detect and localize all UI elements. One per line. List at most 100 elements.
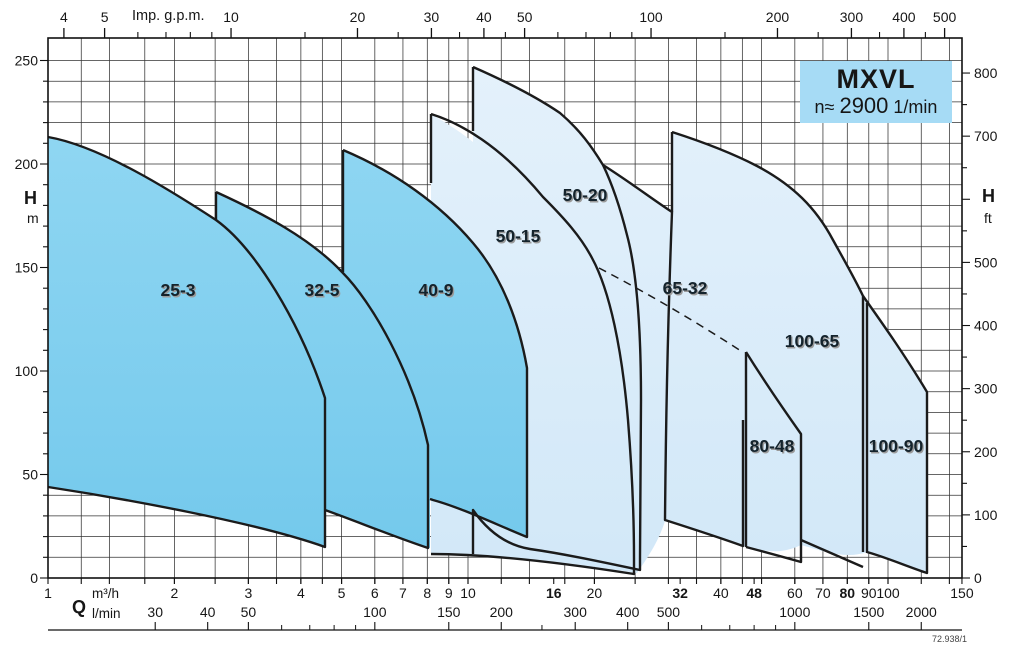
svg-text:200: 200 (974, 444, 998, 460)
pump-series-name: MXVL (836, 64, 916, 94)
left-axis-title: H (24, 188, 37, 208)
svg-text:100: 100 (876, 585, 900, 601)
svg-text:50-20: 50-20 (564, 186, 609, 206)
region-label-50-15: 50-15 (496, 226, 541, 246)
svg-text:200: 200 (15, 156, 39, 172)
svg-text:48: 48 (746, 585, 762, 601)
svg-text:4: 4 (297, 585, 305, 601)
envelope-65-32 (602, 163, 745, 548)
svg-text:100: 100 (974, 507, 998, 523)
envelope-100-65 (800, 538, 864, 569)
svg-text:30: 30 (147, 604, 163, 620)
speed-unit: 1/min (893, 97, 938, 117)
svg-text:40: 40 (713, 585, 729, 601)
title-box: MXVL n≈ 2900 1/min (800, 61, 952, 123)
svg-text:1: 1 (44, 585, 52, 601)
speed-prefix: n≈ (814, 97, 835, 117)
svg-text:700: 700 (974, 128, 998, 144)
left-axis-unit: m (27, 210, 39, 226)
right-axis-unit: ft (984, 210, 992, 226)
svg-text:250: 250 (15, 53, 39, 69)
svg-text:65-32: 65-32 (664, 279, 709, 299)
svg-text:60: 60 (787, 585, 803, 601)
svg-text:0: 0 (974, 570, 982, 586)
speed-value: 2900 (839, 93, 889, 118)
top-axis-unit-label: Imp. g.p.m. (132, 8, 205, 24)
right-axis: 0 100 200 300 400 500 700 800 (962, 65, 998, 586)
region-boundaries (47, 65, 929, 576)
svg-text:300: 300 (974, 381, 998, 397)
svg-text:150: 150 (950, 585, 974, 601)
svg-text:40: 40 (476, 9, 492, 25)
svg-text:100-90: 100-90 (870, 437, 925, 457)
svg-text:1000: 1000 (779, 604, 810, 620)
svg-text:1500: 1500 (853, 604, 884, 620)
region-label-100-90: 100-90 (869, 436, 924, 456)
envelope-25-3 (47, 135, 327, 549)
region-labels: 100-90100-90100-65100-6580-4880-4865-326… (160, 185, 924, 457)
left-axis: 0 50 100 150 200 250 (15, 53, 48, 586)
region-label-80-48: 80-48 (750, 436, 795, 456)
svg-text:90: 90 (861, 585, 877, 601)
flow-axis-title: Q (72, 597, 87, 617)
svg-text:150: 150 (437, 604, 461, 620)
svg-text:2000: 2000 (906, 604, 937, 620)
envelope-100-65 (671, 130, 865, 552)
svg-text:4: 4 (60, 9, 68, 25)
envelope-50-15 (430, 112, 636, 576)
svg-text:100-65: 100-65 (786, 332, 841, 352)
svg-text:3: 3 (244, 585, 252, 601)
svg-text:400: 400 (974, 318, 998, 334)
svg-text:50: 50 (517, 9, 533, 25)
svg-text:5: 5 (101, 9, 109, 25)
bottom-axis-m3h: 1 2 3 4 5 6 7 8 9 10 16 20 32 40 48 60 70 80 90 100 150 (44, 578, 974, 601)
svg-text:30: 30 (424, 9, 440, 25)
region-label-40-9: 40-9 (418, 280, 453, 300)
region-label-25-3: 25-3 (160, 280, 195, 300)
svg-text:6: 6 (371, 585, 379, 601)
svg-text:80-48: 80-48 (751, 437, 796, 457)
svg-text:40: 40 (200, 604, 216, 620)
svg-text:10: 10 (223, 9, 239, 25)
envelope-40-9 (342, 148, 529, 539)
svg-text:8: 8 (423, 585, 431, 601)
region-label-32-5: 32-5 (304, 280, 339, 300)
top-axis: 4 5 10 20 30 40 50 100 200 300 400 500 (60, 9, 956, 38)
region-label-100-65: 100-65 (785, 331, 840, 351)
svg-text:80: 80 (840, 585, 856, 601)
envelope-100-90 (862, 295, 929, 575)
svg-text:2: 2 (171, 585, 179, 601)
region-label-50-20: 50-20 (563, 185, 608, 205)
svg-text:32-5: 32-5 (306, 281, 341, 301)
svg-text:40-9: 40-9 (420, 281, 455, 301)
svg-text:150: 150 (15, 260, 39, 276)
svg-text:400: 400 (892, 9, 916, 25)
svg-text:300: 300 (564, 604, 588, 620)
svg-text:0: 0 (30, 570, 38, 586)
svg-text:500: 500 (933, 9, 957, 25)
svg-text:20: 20 (587, 585, 603, 601)
svg-text:32: 32 (672, 585, 688, 601)
svg-text:50: 50 (22, 467, 38, 483)
flow-axis-unit-lmin: l/min (92, 606, 121, 621)
svg-text:400: 400 (616, 604, 640, 620)
envelope-32-5 (215, 190, 430, 550)
drawing-number: 72.938/1 (932, 634, 968, 644)
svg-text:5: 5 (338, 585, 346, 601)
svg-text:20: 20 (350, 9, 366, 25)
svg-text:300: 300 (840, 9, 864, 25)
svg-text:25-3: 25-3 (162, 281, 197, 301)
svg-text:500: 500 (974, 254, 998, 270)
svg-text:50: 50 (241, 604, 257, 620)
svg-text:9: 9 (445, 585, 453, 601)
svg-text:50-15: 50-15 (497, 227, 542, 247)
svg-text:100: 100 (639, 9, 663, 25)
svg-text:800: 800 (974, 65, 998, 81)
envelope-50-20 (471, 65, 643, 572)
svg-text:200: 200 (766, 9, 790, 25)
dashed-boundary-65-32 (598, 267, 742, 352)
svg-text:200: 200 (490, 604, 514, 620)
svg-text:500: 500 (657, 604, 681, 620)
svg-text:10: 10 (460, 585, 476, 601)
